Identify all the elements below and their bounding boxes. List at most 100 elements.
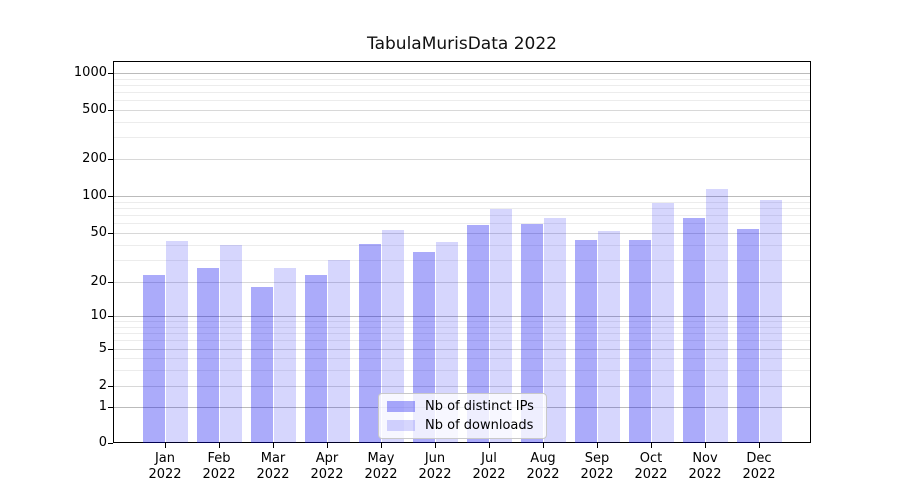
y-tick <box>108 315 113 317</box>
x-tick <box>488 443 490 448</box>
bar-distinct-ips-11 <box>736 228 759 443</box>
gridline <box>114 326 810 328</box>
x-tick <box>218 443 220 448</box>
x-tick-label: Dec 2022 <box>742 451 776 482</box>
y-tick-label: 2 <box>98 378 107 393</box>
x-tick-label: Mar 2022 <box>256 451 290 482</box>
x-tick-label: Jan 2022 <box>148 451 182 482</box>
x-tick <box>650 443 652 448</box>
x-tick <box>704 443 706 448</box>
bar-downloads-11 <box>759 200 782 443</box>
bar-distinct-ips-10 <box>682 218 705 443</box>
gridline <box>114 233 810 234</box>
y-tick <box>108 442 113 444</box>
legend-label-downloads: Nb of downloads <box>425 417 534 433</box>
gridline <box>114 358 810 359</box>
x-tick-label: Oct 2022 <box>634 451 668 482</box>
x-tick-label: Nov 2022 <box>688 451 722 482</box>
y-tick <box>108 232 113 234</box>
gridline <box>114 340 810 342</box>
gridline <box>114 137 810 139</box>
bar-downloads-3 <box>327 260 350 443</box>
y-tick-label: 50 <box>90 225 107 240</box>
y-tick <box>108 158 113 160</box>
legend-swatch-downloads <box>387 420 415 431</box>
gridline <box>114 110 810 111</box>
x-tick <box>164 443 166 448</box>
y-tick-label: 100 <box>82 188 107 203</box>
x-tick-label: May 2022 <box>364 451 398 482</box>
x-tick <box>596 443 598 448</box>
legend-swatch-distinct-ips <box>387 401 415 412</box>
bars-layer <box>114 62 810 443</box>
y-tick <box>108 348 113 350</box>
chart-title: TabulaMurisData 2022 <box>367 34 557 54</box>
gridline <box>114 215 810 217</box>
bar-distinct-ips-8 <box>574 239 597 443</box>
gridline <box>114 349 810 350</box>
y-tick <box>108 385 113 387</box>
bar-downloads-7 <box>543 218 566 443</box>
gridline <box>114 121 810 123</box>
y-tick-label: 500 <box>82 102 107 117</box>
bar-distinct-ips-9 <box>628 239 651 443</box>
bar-downloads-2 <box>273 267 296 443</box>
x-tick <box>326 443 328 448</box>
x-tick-label: Feb 2022 <box>202 451 236 482</box>
y-tick-label: 0 <box>98 435 107 450</box>
y-tick <box>108 109 113 111</box>
gridline <box>114 223 810 225</box>
bar-distinct-ips-2 <box>250 287 273 443</box>
bar-downloads-4 <box>381 229 404 443</box>
bar-downloads-9 <box>651 202 674 443</box>
bar-distinct-ips-3 <box>304 274 327 443</box>
bar-distinct-ips-1 <box>196 267 219 443</box>
y-tick <box>108 406 113 408</box>
x-tick-label: Apr 2022 <box>310 451 344 482</box>
x-tick <box>272 443 274 448</box>
x-tick <box>542 443 544 448</box>
grid-layer <box>114 62 810 442</box>
x-tick-label: Jun 2022 <box>418 451 452 482</box>
x-tick <box>434 443 436 448</box>
legend-item: Nb of downloads <box>387 418 538 434</box>
bar-distinct-ips-6 <box>466 225 489 443</box>
y-tick-label: 20 <box>90 274 107 289</box>
bar-distinct-ips-4 <box>358 243 381 443</box>
gridline <box>114 92 810 94</box>
x-tick <box>758 443 760 448</box>
y-tick-label: 10 <box>90 308 107 323</box>
gridline <box>114 196 810 197</box>
bar-distinct-ips-7 <box>520 224 543 443</box>
y-tick-label: 200 <box>82 151 107 166</box>
gridline <box>114 159 810 160</box>
x-tick <box>380 443 382 448</box>
gridline <box>114 369 810 371</box>
gridline <box>114 282 810 283</box>
gridline <box>114 316 810 317</box>
bar-downloads-1 <box>219 244 242 443</box>
bar-downloads-6 <box>489 209 512 443</box>
plot-area <box>113 61 811 443</box>
gridline <box>114 332 810 334</box>
gridline <box>114 207 810 209</box>
y-tick <box>108 195 113 197</box>
gridline <box>114 386 810 387</box>
gridline <box>114 260 810 262</box>
x-tick-label: Sep 2022 <box>580 451 614 482</box>
legend: Nb of distinct IPs Nb of downloads <box>378 393 547 439</box>
gridline <box>114 73 810 74</box>
gridline <box>114 321 810 323</box>
gridline <box>114 100 810 102</box>
y-tick <box>108 281 113 283</box>
y-tick-label: 5 <box>98 341 107 356</box>
y-tick <box>108 72 113 74</box>
y-tick-label: 1000 <box>73 65 107 80</box>
gridline <box>114 84 810 86</box>
x-tick-label: Aug 2022 <box>526 451 560 482</box>
bar-downloads-8 <box>597 230 620 443</box>
y-tick-label: 1 <box>98 399 107 414</box>
x-tick-label: Jul 2022 <box>472 451 506 482</box>
bar-downloads-5 <box>435 242 458 443</box>
